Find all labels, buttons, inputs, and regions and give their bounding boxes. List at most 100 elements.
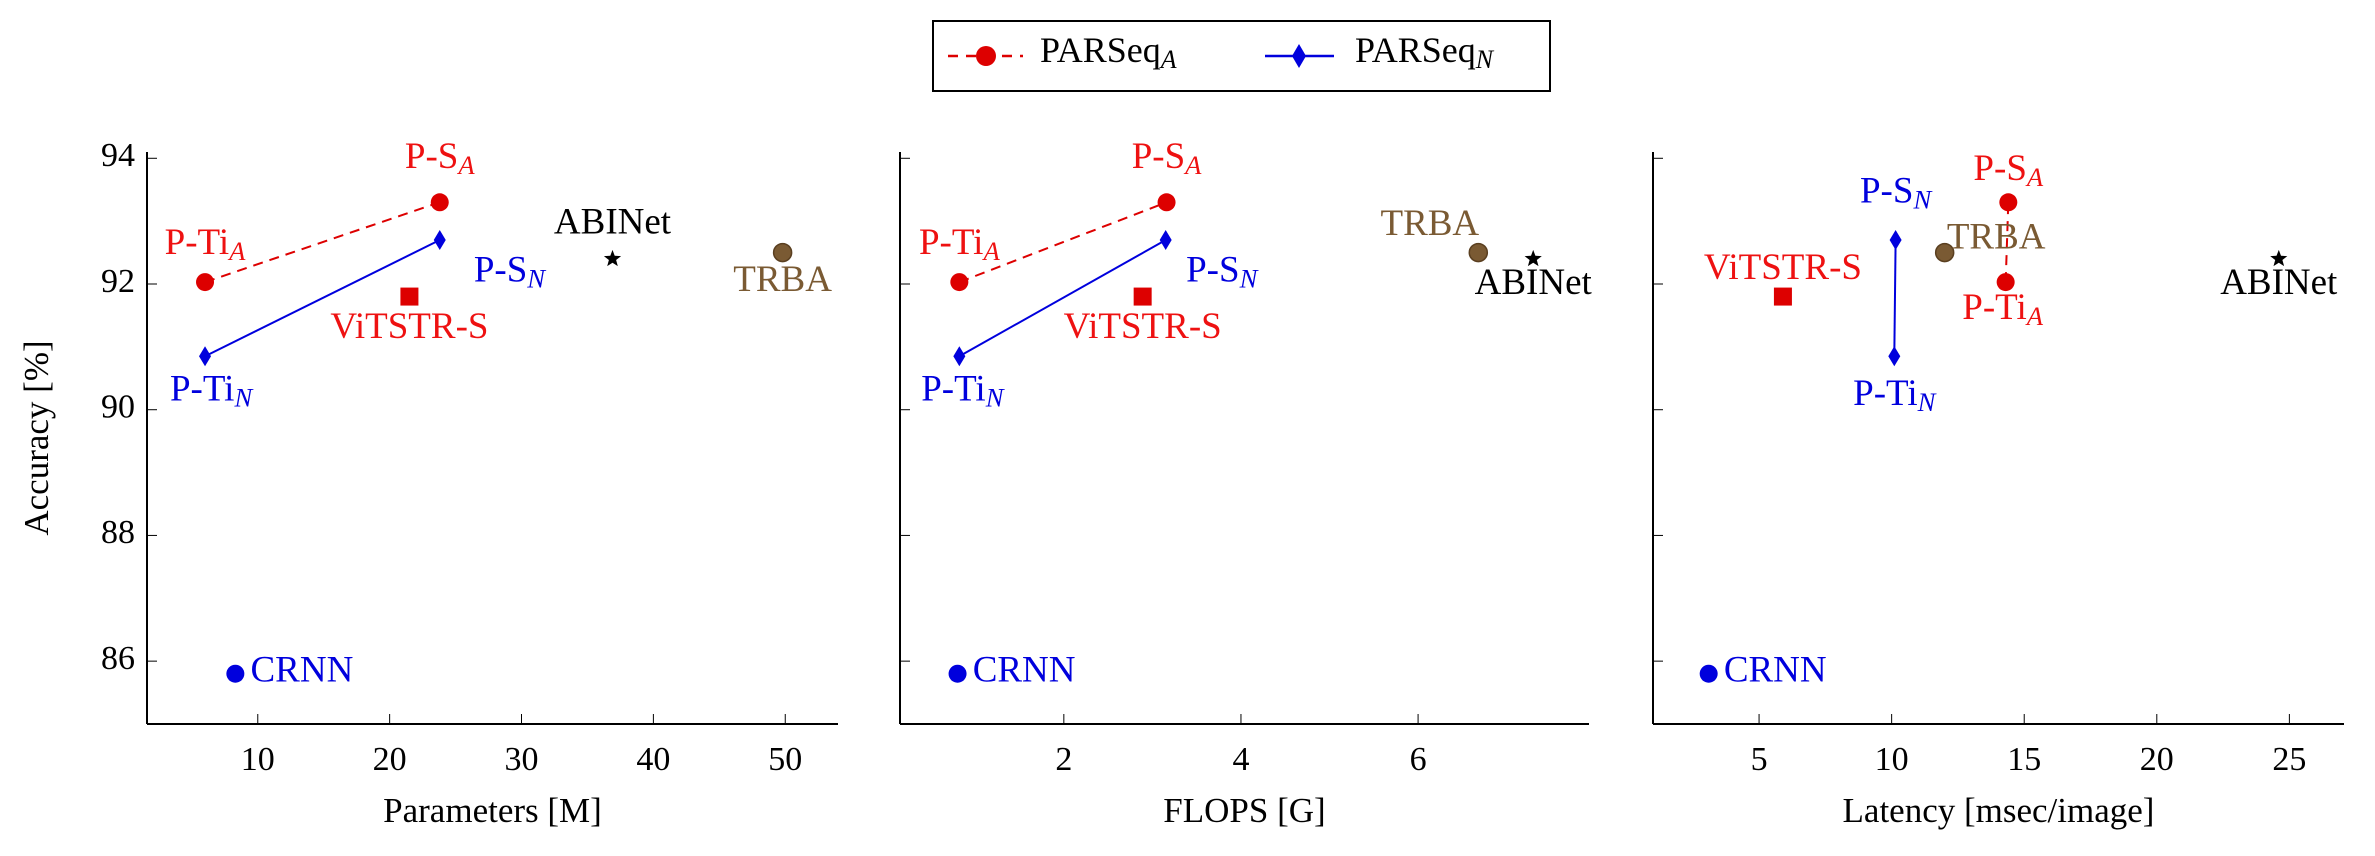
data-point-p-s-a: P-SA (1973, 148, 2044, 212)
star-marker (603, 249, 622, 267)
data-label: ViTSTR-S (330, 306, 488, 347)
data-label: P-SA (1973, 148, 2043, 192)
data-label: ABINet (2220, 263, 2338, 304)
circle-marker (196, 273, 215, 292)
circle-marker (430, 193, 449, 212)
data-point-p-ti-a: P-TiA (1962, 273, 2044, 331)
data-point-crnn: CRNN (226, 650, 353, 691)
data-point-p-s-a: P-SA (405, 136, 475, 212)
data-label: P-TiN (170, 369, 253, 413)
data-label: CRNN (251, 650, 354, 691)
data-label: ABINet (554, 202, 672, 243)
subplot-3: 5 10 15 20 25 Latency [msec/image] P-TiA P-SA P-… (1652, 148, 2344, 830)
legend: PARSeqA PARSeqN (932, 20, 1551, 92)
data-label: CRNN (973, 650, 1076, 691)
data-label: P-SN (1860, 171, 1932, 215)
square-marker (1773, 287, 1792, 306)
legend-label: PARSeqA (1040, 30, 1177, 74)
data-label: ABINet (1475, 263, 1593, 304)
data-label: P-TiA (919, 222, 1000, 266)
data-point-p-s-a: P-SA (1132, 136, 1202, 212)
parseq-a-series-line (958, 201, 1167, 284)
x-tick-label: 20 (373, 741, 407, 778)
legend-diamond-marker (1292, 44, 1306, 68)
parseq-a-series-line (204, 201, 441, 284)
diamond-marker (1888, 346, 1901, 367)
data-point-crnn: CRNN (1699, 650, 1827, 691)
data-label: P-TiN (1853, 374, 1936, 418)
data-point-p-ti-n: P-TiN (1853, 346, 1937, 418)
parseq-n-series-line (958, 239, 1167, 358)
data-point-abinet: ABINet (2220, 249, 2338, 304)
data-point-vitstr-s: ViTSTR-S (1064, 287, 1222, 347)
x-tick-label: 40 (636, 741, 670, 778)
y-tick-label: 94 (101, 137, 135, 174)
data-label: P-TiN (921, 369, 1004, 413)
x-tick-label: 10 (241, 741, 275, 778)
data-point-p-ti-a: P-TiA (165, 222, 246, 292)
star-marker (1524, 249, 1542, 267)
diamond-marker (433, 230, 446, 250)
x-tick-label: 30 (505, 741, 539, 778)
data-point-abinet: ABINet (1475, 249, 1593, 304)
circle-marker (1157, 193, 1176, 212)
subplots: 86 88 90 92 94 10 20 30 40 50 Parameters [M] Accura… (17, 136, 2344, 830)
data-point-trba: TRBA (733, 242, 832, 300)
circle-marker (1699, 664, 1718, 683)
legend-box (932, 20, 1551, 92)
x-axis-label: Parameters [M] (383, 791, 602, 830)
data-label: P-SA (405, 136, 475, 180)
diamond-marker (1159, 230, 1172, 250)
parseq-n-series-line (204, 239, 441, 358)
x-axis-label: Latency [msec/image] (1843, 791, 2155, 830)
y-axis-label: Accuracy [%] (17, 340, 56, 535)
data-label: ViTSTR-S (1064, 306, 1222, 347)
x-tick-label: 2 (1055, 741, 1072, 778)
diamond-marker (953, 346, 966, 367)
legend-entry-parseq-a: PARSeqA (948, 30, 1177, 74)
diamond-marker (1889, 230, 1902, 250)
x-axis-label: FLOPS [G] (1163, 791, 1325, 830)
legend-entry-parseq-n: PARSeqN (1265, 30, 1495, 74)
data-label: P-TiA (165, 222, 246, 266)
data-point-vitstr-s: ViTSTR-S (330, 287, 488, 347)
y-tick-label: 88 (101, 514, 135, 551)
legend-label: PARSeqN (1355, 30, 1495, 74)
circle-marker (1934, 242, 1955, 263)
x-tick-label: 20 (2140, 741, 2174, 778)
star-marker (2270, 249, 2288, 267)
circle-marker (226, 664, 245, 683)
x-tick-label: 25 (2272, 741, 2306, 778)
x-tick-label: 4 (1232, 741, 1249, 778)
data-point-abinet: ABINet (554, 202, 672, 267)
y-tick-label: 92 (101, 263, 135, 300)
data-point-trba: TRBA (1934, 217, 2046, 263)
square-marker (1133, 287, 1152, 306)
circle-marker (1468, 242, 1489, 263)
data-label: TRBA (1380, 203, 1479, 244)
subplot-2: 2 4 6 FLOPS [G] P-TiA P-SA P-TiN P-SN ViTSTR-S TR… (899, 136, 1593, 830)
circle-marker (948, 664, 967, 683)
data-label: CRNN (1724, 650, 1827, 691)
circle-marker (1996, 273, 2015, 292)
x-tick-label: 5 (1751, 741, 1768, 778)
square-marker (400, 287, 419, 306)
data-label: P-TiA (1962, 287, 2043, 331)
data-point-p-s-n: P-SN (1860, 171, 1932, 250)
data-label: ViTSTR-S (1704, 247, 1862, 288)
subplot-1: 86 88 90 92 94 10 20 30 40 50 Parameters [M] Accura… (17, 136, 838, 830)
diamond-marker (199, 346, 212, 367)
data-label: P-SA (1132, 136, 1202, 180)
parseq-n-series-line (1893, 239, 1897, 357)
circle-marker (950, 273, 969, 292)
x-tick-label: 50 (768, 741, 802, 778)
y-tick-label: 86 (101, 640, 135, 677)
data-point-trba: TRBA (1380, 203, 1489, 263)
data-label: P-SN (474, 250, 546, 294)
data-point-p-s-n: P-SN (433, 230, 546, 294)
data-point-p-ti-n: P-TiN (921, 346, 1005, 413)
data-point-p-ti-a: P-TiA (919, 222, 1000, 292)
data-point-vitstr-s: ViTSTR-S (1704, 247, 1862, 306)
data-point-crnn: CRNN (948, 650, 1076, 691)
